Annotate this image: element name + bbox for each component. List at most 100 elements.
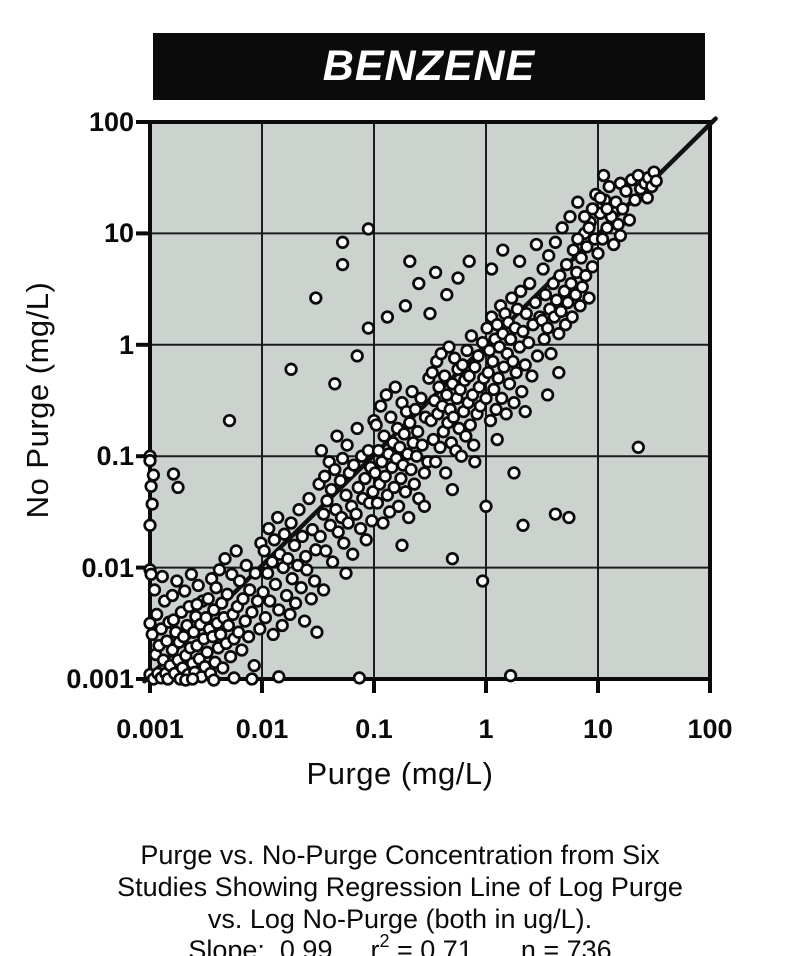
data-point xyxy=(235,643,249,657)
data-point xyxy=(143,518,157,532)
data-point xyxy=(383,505,397,519)
x-tick-100: 100 xyxy=(687,714,733,744)
data-point xyxy=(220,587,234,601)
data-point xyxy=(505,291,519,305)
data-point xyxy=(309,291,323,305)
data-point xyxy=(260,566,275,580)
data-point xyxy=(483,413,498,428)
data-point xyxy=(201,592,215,606)
data-point xyxy=(346,547,360,561)
data-point xyxy=(540,388,555,402)
data-point xyxy=(222,413,237,428)
data-point xyxy=(571,232,585,246)
data-point xyxy=(285,572,299,586)
caption-line-3: vs. Log No-Purge (both in ug/L). xyxy=(207,904,593,934)
data-point xyxy=(479,499,493,513)
data-point xyxy=(279,588,294,603)
data-point xyxy=(184,567,199,581)
data-point xyxy=(575,280,589,294)
data-point xyxy=(328,462,342,477)
data-point xyxy=(253,622,267,636)
data-point xyxy=(302,491,316,506)
data-point xyxy=(324,482,339,497)
data-point xyxy=(283,607,297,622)
data-point xyxy=(258,611,273,625)
data-point xyxy=(369,418,383,432)
data-point xyxy=(248,566,262,580)
data-point xyxy=(585,260,600,274)
data-point xyxy=(250,594,265,608)
data-point xyxy=(579,269,593,283)
data-point xyxy=(552,327,566,341)
data-point xyxy=(388,380,402,394)
data-point xyxy=(335,451,350,466)
caption-line-2: Studies Showing Regression Line of Log P… xyxy=(117,872,683,902)
data-point xyxy=(359,533,373,547)
data-point xyxy=(178,584,192,598)
data-point xyxy=(582,291,596,305)
data-point xyxy=(147,583,162,597)
data-point xyxy=(479,391,493,405)
data-point xyxy=(239,558,253,573)
data-point xyxy=(417,499,432,513)
data-point xyxy=(397,427,411,441)
data-point xyxy=(451,271,465,285)
x-tick-10: 10 xyxy=(582,714,614,744)
data-point xyxy=(628,193,642,207)
data-point xyxy=(143,454,157,468)
data-point xyxy=(350,421,364,436)
data-point xyxy=(507,466,521,480)
data-point xyxy=(503,669,518,683)
data-point xyxy=(245,605,259,619)
data-point xyxy=(403,416,417,430)
data-point xyxy=(361,321,376,335)
data-point xyxy=(414,391,428,405)
data-point xyxy=(166,467,181,481)
data-point xyxy=(229,544,243,558)
scatter-plot xyxy=(136,116,718,693)
data-point xyxy=(227,671,241,685)
data-point xyxy=(394,471,408,486)
data-point xyxy=(439,466,453,480)
data-point xyxy=(185,672,200,686)
data-point xyxy=(563,210,577,224)
data-point xyxy=(540,321,555,335)
data-point xyxy=(573,299,587,313)
data-point xyxy=(566,243,581,257)
data-point xyxy=(213,627,228,642)
data-point xyxy=(297,614,312,628)
data-point xyxy=(241,630,256,644)
data-point xyxy=(376,516,390,530)
data-point xyxy=(468,360,482,374)
data-point xyxy=(536,262,550,276)
data-point xyxy=(358,471,372,486)
data-point xyxy=(215,596,229,610)
data-point xyxy=(310,625,324,639)
data-point xyxy=(593,191,607,205)
data-point xyxy=(490,432,504,447)
data-point xyxy=(320,494,334,508)
data-point xyxy=(516,324,530,339)
data-point xyxy=(403,254,417,268)
data-point xyxy=(262,521,276,536)
data-point xyxy=(232,574,247,588)
data-point xyxy=(207,673,221,687)
data-point xyxy=(509,365,523,380)
data-point xyxy=(554,304,568,319)
y-tick-10: 10 xyxy=(103,218,134,248)
data-point xyxy=(212,563,227,577)
data-point xyxy=(523,276,537,291)
data-point xyxy=(428,455,443,469)
data-point xyxy=(407,477,421,491)
data-point xyxy=(445,552,460,566)
chart-title: BENZENE xyxy=(322,42,536,90)
y-tick-100: 100 xyxy=(88,107,134,137)
data-point xyxy=(318,469,332,483)
data-point xyxy=(607,237,621,252)
data-point xyxy=(484,262,499,276)
data-point xyxy=(460,343,474,358)
data-point xyxy=(537,332,551,346)
data-point xyxy=(548,507,563,521)
data-point xyxy=(166,613,181,627)
